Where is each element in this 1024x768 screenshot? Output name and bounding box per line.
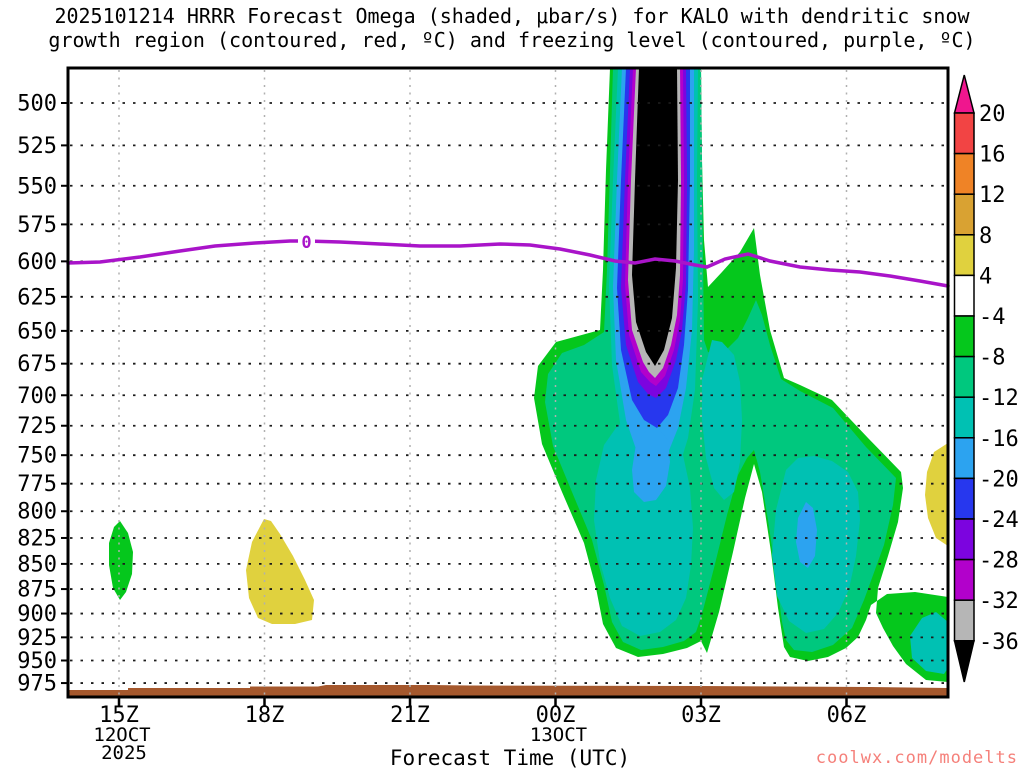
omega-region-lb-below-plume <box>632 428 670 502</box>
colorbar-label: -12 <box>979 386 1019 411</box>
y-tick-label: 700 <box>17 384 57 409</box>
colorbar-segment <box>953 599 975 642</box>
omega-region-teal-col-right-of-plume <box>702 340 742 500</box>
colorbar: 20 16 12 8 4 -4 -8 -12 -16 -20 -24 -28 -32 -36 <box>953 74 1019 683</box>
y-tick-label: 600 <box>17 250 57 275</box>
omega-region-teal-corner <box>910 612 948 674</box>
colorbar-label: -4 <box>979 305 1006 330</box>
colorbar-label: 16 <box>979 143 1006 168</box>
y-tick-label: 950 <box>17 649 57 674</box>
colorbar-segment <box>953 234 975 277</box>
y-tick-label: 725 <box>17 414 57 439</box>
y-tick-label: 675 <box>17 352 57 377</box>
freezing-line-label-halo <box>298 231 315 251</box>
colorbar-label: -32 <box>979 589 1019 614</box>
omega-region-lb-spot-right-lobe <box>796 502 817 568</box>
y-tick-label: 650 <box>17 319 57 344</box>
y-tick-label: 875 <box>17 578 57 603</box>
colorbar-segment <box>953 193 975 236</box>
y-tick-label: 775 <box>17 472 57 497</box>
y-tick-label: 500 <box>17 92 57 117</box>
freezing-line-path <box>66 239 950 288</box>
y-tick-label: 800 <box>17 500 57 525</box>
x-tick-label: 03Z <box>681 703 721 728</box>
colorbar-arrow-bottom <box>953 640 975 683</box>
colorbar-label: -24 <box>979 508 1019 533</box>
x-tick-label: 15Z <box>99 703 139 728</box>
x-tick-label: 21Z <box>390 703 430 728</box>
y-tick-label: 550 <box>17 174 57 199</box>
colorbar-label: 12 <box>979 183 1006 208</box>
colorbar-segment <box>953 437 975 480</box>
colorbar-label: -20 <box>979 467 1019 492</box>
watermark: coolwx.com/modelts <box>816 748 1018 768</box>
y-tick-label: 575 <box>17 213 57 238</box>
freezing-line-zero-label: 0 <box>301 233 311 253</box>
x-tick-sublabel: 13OCT <box>530 724 587 746</box>
colorbar-label: -28 <box>979 549 1019 574</box>
colorbar-label: -8 <box>979 346 1006 371</box>
colorbar-segment <box>953 355 975 398</box>
colorbar-label: 8 <box>979 224 992 249</box>
x-axis-title: Forecast Time (UTC) <box>390 746 630 768</box>
omega-shaded-regions <box>109 68 948 682</box>
colorbar-segment <box>953 152 975 195</box>
y-tick-label: 525 <box>17 134 57 159</box>
colorbar-arrow-top <box>953 74 975 114</box>
omega-region-yellow-blob-right-edge <box>925 443 948 546</box>
y-tick-label: 750 <box>17 444 57 469</box>
omega-region-yellow-blob-18z <box>246 519 314 624</box>
x-tick-sublabel: 2025 <box>101 742 147 764</box>
colorbar-segment <box>953 315 975 358</box>
freezing-level-line: 0 <box>66 231 950 288</box>
x-tick-label: 06Z <box>827 703 867 728</box>
axis-ticks-labels: 5005255505756006256506757007257507758008… <box>17 92 866 765</box>
y-tick-label: 625 <box>17 285 57 310</box>
omega-region-small-blob-15z <box>109 521 133 600</box>
colorbar-segment <box>953 112 975 155</box>
y-tick-label: 900 <box>17 602 57 627</box>
y-tick-label: 850 <box>17 552 57 577</box>
colorbar-segment <box>953 558 975 601</box>
colorbar-label: -36 <box>979 630 1019 655</box>
terrain <box>68 685 948 697</box>
omega-region-plume-black <box>632 68 678 366</box>
y-tick-label: 825 <box>17 526 57 551</box>
colorbar-segment <box>953 477 975 520</box>
plot-frame <box>66 66 950 699</box>
x-tick-label: 18Z <box>245 703 285 728</box>
colorbar-segment <box>953 518 975 561</box>
colorbar-label: 20 <box>979 102 1006 127</box>
colorbar-label: -16 <box>979 427 1019 452</box>
x-tick-sublabel: 12OCT <box>93 724 150 746</box>
y-tick-label: 975 <box>17 672 57 697</box>
y-tick-label: 925 <box>17 626 57 651</box>
colorbar-label: 4 <box>979 264 992 289</box>
colorbar-segment <box>953 274 975 317</box>
chart-title-line1: 2025101214 HRRR Forecast Omega (shaded, … <box>54 4 970 28</box>
colorbar-segment <box>953 396 975 439</box>
x-tick-label: 00Z <box>536 703 576 728</box>
chart-title-line2: growth region (contoured, red, ºC) and f… <box>48 28 975 52</box>
terrain-polygon <box>68 685 948 697</box>
